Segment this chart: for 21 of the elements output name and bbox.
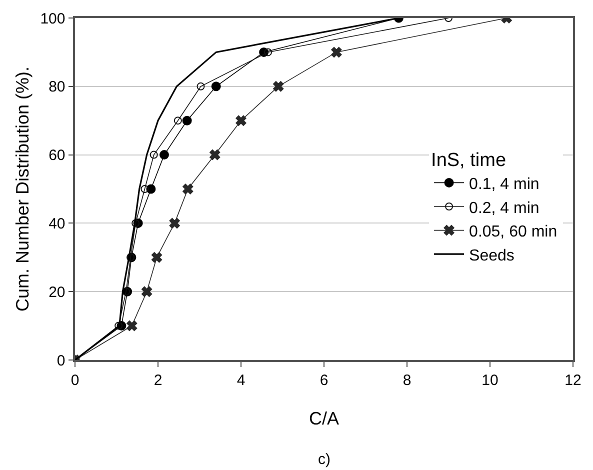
x-tick-label: 6: [320, 372, 328, 389]
x-axis-title: C/A: [308, 408, 340, 428]
x-tick-label: 0: [70, 372, 80, 389]
legend-label: 0.05, 60 min: [469, 224, 558, 241]
legend-label: Seeds: [469, 247, 514, 264]
legend-label: 0.1, 4 min: [469, 176, 540, 193]
x-tick-label: 4: [236, 372, 246, 389]
y-tick-label: 20: [48, 284, 66, 301]
x-tick-label: 12: [564, 372, 582, 389]
y-tick-label: 100: [40, 10, 66, 28]
y-tick-label: 0: [56, 352, 66, 370]
x-tick-label: 10: [482, 372, 498, 389]
y-tick-label: 40: [48, 215, 66, 232]
x-tick-label: 2: [154, 372, 162, 389]
y-tick-label: 80: [48, 78, 66, 96]
legend-title: InS, time: [431, 150, 506, 171]
x-tick-label: 8: [402, 372, 412, 389]
y-axis-title: Cum. Number Distribution (%).: [12, 66, 32, 312]
text: c): [318, 451, 330, 468]
y-tick-label: 60: [48, 147, 66, 164]
legend-label: 0.2, 4 min: [469, 200, 540, 217]
